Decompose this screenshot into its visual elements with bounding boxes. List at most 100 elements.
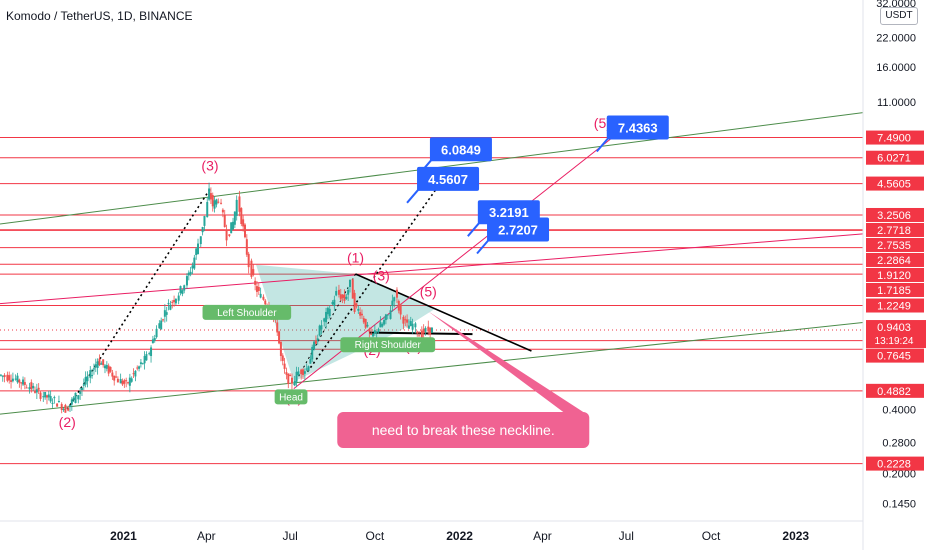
candle-body	[373, 330, 376, 334]
price-level-tag	[866, 267, 924, 282]
candle-body	[148, 353, 151, 355]
candle-body	[98, 358, 101, 366]
candle-body	[232, 221, 235, 230]
candle-body	[151, 339, 154, 344]
price-level-tag-label: 3.2506	[877, 210, 911, 222]
candle-body	[281, 355, 284, 361]
candle-body	[404, 319, 407, 321]
candle-body	[295, 371, 298, 382]
candle-body	[326, 307, 329, 315]
candle-body	[347, 289, 350, 295]
callout-label: 4.5607	[428, 172, 468, 187]
wave-label: (2)	[59, 414, 76, 430]
candle-body	[362, 318, 365, 323]
candle-body	[107, 365, 110, 374]
candle-body	[391, 300, 394, 306]
candle-body	[287, 373, 290, 384]
candle-body	[225, 229, 228, 241]
candle-body	[105, 364, 108, 369]
candle-body	[300, 369, 303, 375]
note-pointer	[428, 311, 584, 413]
candle-body	[383, 319, 386, 325]
candle-body	[409, 321, 412, 326]
candle-body	[314, 340, 317, 344]
candle-body	[217, 201, 220, 203]
candle-body	[136, 367, 139, 369]
x-tick-label: Oct	[366, 529, 385, 543]
price-level-tag	[866, 176, 924, 191]
candle-body	[201, 227, 204, 233]
candle-body	[53, 397, 56, 399]
x-tick-label: 2023	[782, 529, 809, 543]
candle-body	[254, 280, 257, 285]
candle-body	[163, 310, 166, 317]
candle-body	[351, 279, 354, 299]
candle-body	[285, 372, 288, 375]
price-level-tag-label: 4.5605	[877, 179, 911, 191]
plot-area: (2)(3)(4)(1)(3)(2)(4)(5)(5)Left Shoulder…	[0, 112, 863, 465]
candle-body	[318, 325, 321, 336]
candle-body	[366, 324, 369, 327]
x-tick-label: Oct	[702, 529, 721, 543]
price-callout: 4.5607	[406, 166, 480, 204]
candle-body	[111, 372, 114, 377]
candle-body	[339, 294, 342, 300]
candle-body	[414, 323, 417, 328]
candle-body	[206, 201, 209, 218]
y-tick-label: 0.1450	[882, 498, 916, 510]
price-level-tag	[866, 298, 924, 313]
price-callout: 7.4363	[596, 115, 669, 153]
candle-body	[353, 292, 356, 312]
candle-body	[79, 391, 82, 394]
candle-body	[259, 293, 262, 298]
candle-body	[84, 376, 87, 385]
callout-pointer	[406, 188, 420, 204]
current-price-tag	[866, 320, 926, 349]
candle-body	[113, 375, 116, 381]
candle-body	[177, 295, 180, 301]
y-tick-label: 0.2000	[882, 469, 916, 481]
candle-body	[153, 337, 156, 341]
candle-body	[167, 302, 170, 305]
candle-body	[92, 368, 95, 370]
candle-body	[238, 196, 241, 212]
price-level-tag	[866, 130, 924, 145]
price-level-tag-label: 0.2228	[877, 459, 911, 471]
candle-body	[203, 215, 206, 226]
candle-body	[199, 236, 202, 245]
candle-body	[155, 328, 158, 338]
candle-body	[325, 311, 328, 323]
callout-box	[429, 137, 492, 162]
candle-body	[174, 298, 177, 304]
candle-body	[139, 362, 142, 364]
candle-body	[235, 199, 238, 216]
wave-line	[293, 273, 356, 386]
candle-body	[407, 325, 410, 329]
candle-body	[418, 335, 421, 337]
price-level-tag	[866, 348, 924, 363]
currency-unit-button[interactable]: USDT	[880, 7, 918, 25]
candle-body	[313, 341, 316, 350]
candle-body	[165, 312, 168, 315]
candle-body	[22, 379, 25, 385]
candle-body	[30, 382, 33, 390]
candle-body	[386, 314, 389, 316]
y-tick-label: 0.2800	[882, 437, 916, 449]
candle-body	[150, 347, 153, 357]
candle-body	[245, 239, 248, 255]
candle-body	[47, 394, 50, 398]
wave-label: (5)	[420, 283, 437, 299]
price-level-tag	[866, 150, 924, 165]
y-tick-label: 0.4000	[882, 404, 916, 416]
candle-body	[297, 371, 300, 376]
candle-body	[96, 361, 99, 368]
note-box	[337, 412, 590, 449]
candle-body	[125, 380, 128, 382]
candle-body	[289, 374, 292, 376]
candle-body	[262, 296, 265, 300]
candle-body	[64, 404, 67, 413]
candle-body	[103, 365, 106, 369]
price-level-tag-label: 2.7718	[877, 225, 911, 237]
